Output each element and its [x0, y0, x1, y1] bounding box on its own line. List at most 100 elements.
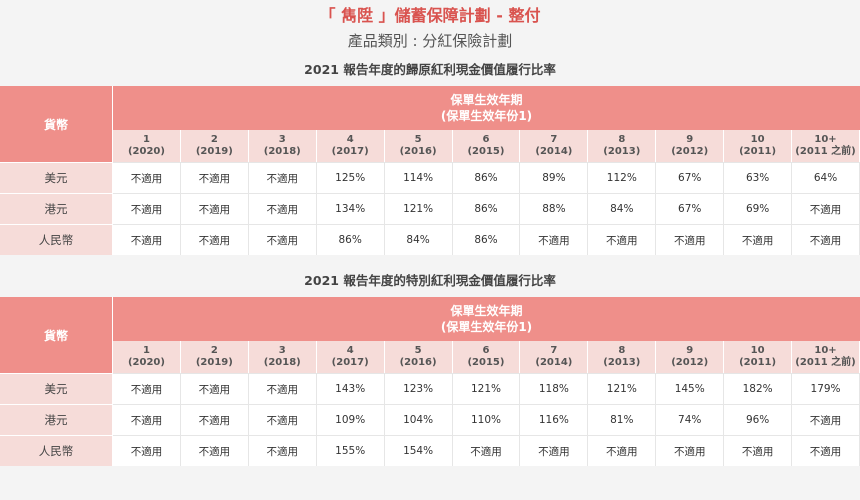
policy-year-number: 10 [750, 345, 765, 356]
ratio-cell: 179% [792, 373, 860, 404]
ratio-cell: 182% [724, 373, 793, 404]
ratio-cell: 145% [656, 373, 725, 404]
ratio-table: 貨幣 保單生效年期 (保單生效年份1) 1 (2020) 2 (2019) 3 (2018) 4(… [0, 86, 860, 255]
ratio-cell: 69% [724, 193, 793, 224]
ratio-cell: 不適用 [792, 193, 860, 224]
ratio-cell: 121% [452, 373, 521, 404]
ratio-cell: 不適用 [656, 224, 725, 255]
tables-container: 2021 報告年度的歸原紅利現金價值履行比率 貨幣 保單生效年期 (保單生效年份1) 1… [0, 60, 860, 466]
section-title: 2021 報告年度的歸原紅利現金價值履行比率 [304, 62, 556, 77]
policy-year-number: 9 [686, 345, 694, 356]
currency-header: 貨幣 [0, 86, 113, 162]
year-column-header: 5 (2016) [384, 130, 453, 162]
ratio-cell: 不適用 [180, 162, 249, 193]
year-column-header: 4 (2017) [316, 130, 385, 162]
year-column-header: 7 (2014) [520, 130, 589, 162]
ratio-cell: 109% [316, 404, 385, 435]
ratio-cell: 88% [520, 193, 589, 224]
ratio-cell: 不適用 [792, 435, 860, 466]
ratio-cell: 112% [588, 162, 657, 193]
policy-year-number: 10+ [814, 345, 837, 356]
policy-year-number: 6 [482, 134, 490, 145]
ratio-cell: 不適用 [792, 224, 860, 255]
ratio-cell: 不適用 [113, 435, 181, 466]
ratio-cell: 74% [656, 404, 725, 435]
policy-year-label: (保單生效年份1) [440, 320, 533, 334]
table-row: 人民幣 不適用 不適用 不適用 155% 154% 不適用 不適用 不適用 不適用 不適用 不適用 [0, 435, 860, 466]
policy-issue-year: (2017) [331, 146, 369, 157]
ratio-cell: 86% [452, 162, 521, 193]
ratio-cell: 不適用 [180, 193, 249, 224]
year-column-header: 9 (2012) [656, 130, 725, 162]
policy-issue-year: (2019) [195, 146, 233, 157]
table-row: 港元 不適用 不適用 不適用 134% 121% 86% 88% 84% 67% 69% 不適用 [0, 193, 860, 224]
policy-year-number: 3 [278, 134, 286, 145]
ratio-cell: 67% [656, 193, 725, 224]
policy-period-header: 保單生效年期 (保單生效年份1) [113, 297, 860, 341]
policy-issue-year: (2017) [331, 357, 369, 368]
year-column-header: 6 (2015) [452, 341, 521, 373]
policy-year-number: 4 [346, 345, 354, 356]
ratio-cell: 不適用 [248, 162, 317, 193]
policy-issue-year: (2018) [263, 357, 301, 368]
policy-year-number: 8 [618, 134, 626, 145]
policy-year-number: 10+ [814, 134, 837, 145]
ratio-cell: 154% [384, 435, 453, 466]
policy-issue-year: (2015) [467, 357, 505, 368]
ratio-cell: 118% [520, 373, 589, 404]
policy-issue-year: (2016) [399, 357, 437, 368]
ratio-cell: 121% [384, 193, 453, 224]
ratio-cell: 89% [520, 162, 589, 193]
ratio-cell: 不適用 [656, 435, 725, 466]
table-row: 美元 不適用 不適用 不適用 125% 114% 86% 89% 112% 67% 63% 64% [0, 162, 860, 193]
year-column-header: 10 (2011) [724, 130, 793, 162]
year-column-header: 10+ (2011 之前) [792, 341, 860, 373]
policy-issue-year: (2013) [603, 357, 641, 368]
ratio-cell: 不適用 [792, 404, 860, 435]
policy-year-number: 9 [686, 134, 694, 145]
year-column-header: 4 (2017) [316, 341, 385, 373]
ratio-cell: 123% [384, 373, 453, 404]
policy-period-header: 保單生效年期 (保單生效年份1) [113, 86, 860, 130]
policy-issue-year: (2020) [127, 146, 165, 157]
ratio-cell: 不適用 [724, 435, 793, 466]
ratio-cell: 96% [724, 404, 793, 435]
policy-issue-year: (2012) [671, 146, 709, 157]
policy-issue-year: (2018) [263, 146, 301, 157]
policy-year-number: 5 [414, 134, 422, 145]
ratio-cell: 110% [452, 404, 521, 435]
policy-issue-year: (2011 之前) [795, 146, 856, 157]
ratio-cell: 不適用 [113, 224, 181, 255]
ratio-cell: 不適用 [248, 404, 317, 435]
year-column-header: 3 (2018) [248, 130, 317, 162]
currency-cell: 人民幣 [0, 224, 113, 255]
ratio-cell: 不適用 [113, 162, 181, 193]
ratio-cell: 86% [452, 224, 521, 255]
ratio-cell: 不適用 [520, 435, 589, 466]
ratio-cell: 不適用 [248, 224, 317, 255]
currency-header: 貨幣 [0, 297, 113, 373]
ratio-cell: 不適用 [113, 373, 181, 404]
ratio-cell: 114% [384, 162, 453, 193]
ratio-cell: 不適用 [180, 373, 249, 404]
currency-cell: 美元 [0, 162, 113, 193]
policy-issue-year: (2011) [739, 357, 777, 368]
ratio-cell: 155% [316, 435, 385, 466]
policy-year-number: 6 [482, 345, 490, 356]
ratio-cell: 125% [316, 162, 385, 193]
policy-issue-year: (2013) [603, 146, 641, 157]
ratio-cell: 不適用 [180, 435, 249, 466]
ratio-cell: 不適用 [724, 224, 793, 255]
policy-issue-year: (2011) [739, 146, 777, 157]
currency-cell: 港元 [0, 404, 113, 435]
policy-issue-year: (2014) [535, 146, 573, 157]
ratio-cell: 143% [316, 373, 385, 404]
policy-year-number: 1 [142, 134, 150, 145]
table-row: 美元 不適用 不適用 不適用 143% 123% 121% 118% 121% 145% 182% 1… [0, 373, 860, 404]
policy-issue-year: (2016) [399, 146, 437, 157]
policy-year-number: 7 [550, 134, 558, 145]
ratio-cell: 86% [316, 224, 385, 255]
year-column-header: 9 (2012) [656, 341, 725, 373]
year-column-header: 2 (2019) [180, 341, 249, 373]
